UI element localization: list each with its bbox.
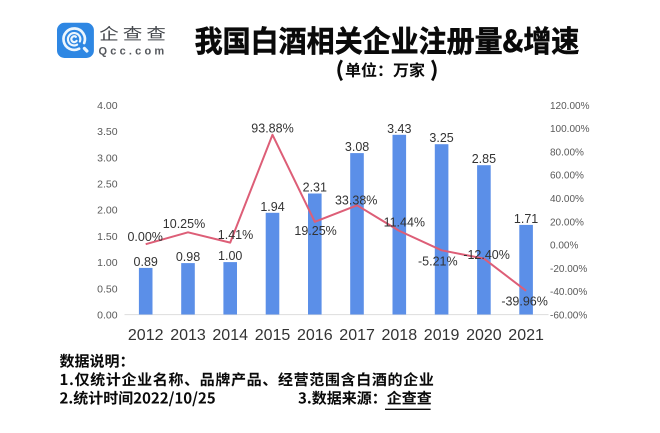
svg-text:1.00: 1.00 (97, 257, 118, 269)
svg-text:-39.96%: -39.96% (501, 295, 548, 309)
svg-text:1.71: 1.71 (514, 212, 538, 226)
svg-text:0.00%: 0.00% (127, 230, 162, 244)
svg-text:2016: 2016 (297, 327, 333, 344)
svg-text:1.41%: 1.41% (218, 228, 253, 242)
svg-text:Qcc.com: Qcc.com (99, 45, 168, 57)
svg-text:0.00: 0.00 (97, 310, 118, 322)
svg-text:4.00: 4.00 (97, 100, 118, 112)
svg-text:1.94: 1.94 (260, 200, 284, 214)
svg-text:3.50: 3.50 (97, 126, 118, 138)
svg-text:100.00%: 100.00% (550, 124, 590, 135)
svg-text:40.00%: 40.00% (550, 194, 584, 205)
svg-text:33.38%: 33.38% (335, 193, 377, 207)
svg-text:0.89: 0.89 (134, 255, 158, 269)
svg-text:2012: 2012 (128, 327, 164, 344)
svg-text:2015: 2015 (255, 327, 291, 344)
svg-text:11.44%: 11.44% (384, 216, 425, 230)
svg-text:-12.40%: -12.40% (463, 248, 510, 262)
svg-text:2019: 2019 (424, 327, 460, 344)
svg-text:2.00: 2.00 (97, 205, 118, 217)
svg-text:1.00: 1.00 (218, 249, 242, 263)
svg-text:0.50: 0.50 (97, 283, 118, 295)
svg-text:-20.00%: -20.00% (550, 264, 587, 275)
svg-text:3.00: 3.00 (97, 152, 118, 164)
svg-text:19.25%: 19.25% (294, 224, 336, 238)
svg-text:0.98: 0.98 (176, 250, 200, 264)
svg-text:2014: 2014 (212, 327, 248, 344)
svg-text:1.50: 1.50 (97, 231, 118, 243)
svg-text:2.50: 2.50 (97, 179, 118, 191)
svg-text:2020: 2020 (466, 327, 502, 344)
svg-text:2.85: 2.85 (472, 152, 496, 166)
svg-text:3.43: 3.43 (387, 122, 411, 136)
svg-text:3.25: 3.25 (429, 131, 453, 145)
svg-text:2017: 2017 (339, 327, 375, 344)
svg-text:10.25%: 10.25% (163, 217, 205, 231)
svg-text:93.88%: 93.88% (251, 121, 293, 135)
svg-text:20.00%: 20.00% (550, 217, 584, 228)
svg-text:0.00%: 0.00% (550, 241, 578, 252)
svg-text:-60.00%: -60.00% (550, 311, 587, 322)
svg-text:-40.00%: -40.00% (550, 287, 587, 298)
svg-text:60.00%: 60.00% (550, 171, 584, 182)
svg-text:-5.21%: -5.21% (418, 254, 458, 268)
svg-text:80.00%: 80.00% (550, 147, 584, 158)
svg-text:2.31: 2.31 (303, 181, 327, 195)
svg-text:2013: 2013 (170, 327, 206, 344)
svg-text:3.08: 3.08 (345, 140, 369, 154)
svg-text:120.00%: 120.00% (550, 101, 590, 112)
svg-text:2021: 2021 (508, 327, 544, 344)
svg-text:2018: 2018 (382, 327, 418, 344)
